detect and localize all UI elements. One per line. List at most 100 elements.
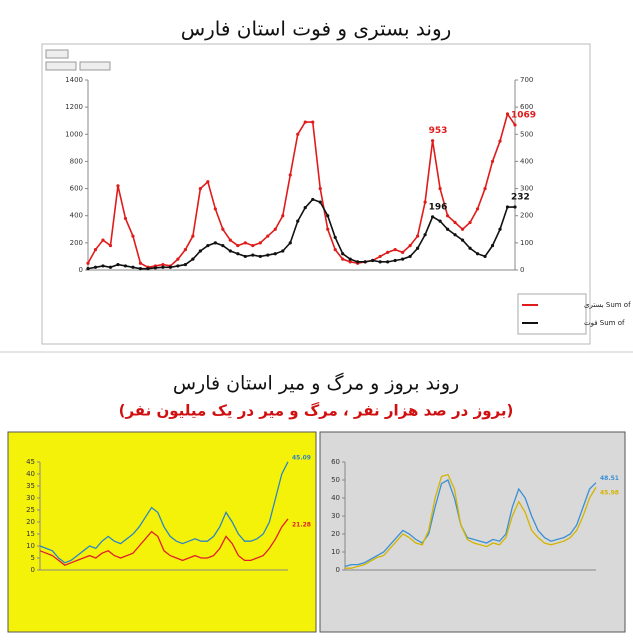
point [221, 243, 225, 248]
point [131, 234, 135, 238]
point [288, 173, 292, 177]
point [228, 249, 232, 253]
point [243, 241, 247, 245]
y2-tick-label: 700 [520, 76, 533, 84]
y-tick-label: 10 [26, 542, 35, 550]
point [138, 267, 143, 271]
point [326, 214, 330, 218]
y-tick-label: 200 [70, 239, 83, 247]
y-tick-label: 25 [26, 506, 35, 514]
y-tick-label: 10 [331, 548, 340, 556]
point [281, 249, 285, 253]
point [93, 265, 98, 269]
point [393, 248, 397, 252]
point [483, 186, 487, 191]
point [123, 216, 128, 221]
point [341, 257, 345, 261]
point [378, 254, 382, 259]
y-tick-label: 40 [26, 470, 35, 478]
y-tick-label: 20 [331, 530, 340, 538]
y-tick-label: 600 [70, 185, 83, 193]
point [318, 186, 322, 191]
point [505, 205, 510, 209]
point [273, 252, 277, 256]
series-line [39, 461, 289, 564]
y-tick-label: 50 [331, 476, 340, 484]
point [408, 243, 412, 248]
point [213, 207, 217, 211]
point [401, 250, 405, 254]
y2-tick-label: 600 [520, 103, 533, 111]
point [498, 227, 502, 231]
filter-button [79, 61, 111, 71]
point [475, 252, 480, 256]
point [348, 257, 352, 261]
data-label: 196 [429, 202, 448, 212]
filter-button [45, 49, 69, 59]
point [460, 227, 465, 231]
point [221, 227, 225, 231]
point [460, 238, 465, 242]
point [333, 248, 337, 252]
data-label: 45.09 [292, 454, 311, 461]
y2-tick-label: 200 [520, 212, 533, 220]
point [206, 180, 210, 184]
point [281, 214, 285, 218]
point [266, 234, 270, 238]
y2-tick-label: 500 [520, 130, 533, 138]
panel [7, 431, 317, 633]
point [378, 260, 382, 264]
point [326, 227, 330, 231]
point [176, 264, 180, 268]
chart-frame [41, 43, 591, 345]
point [86, 267, 90, 271]
point [123, 264, 128, 268]
data-label: 1069 [511, 110, 536, 120]
point [206, 243, 210, 248]
point [386, 260, 390, 264]
point [251, 243, 255, 248]
data-label: 232 [511, 193, 530, 203]
point [438, 186, 442, 191]
point [101, 264, 105, 268]
point [318, 200, 322, 204]
point [430, 139, 435, 143]
point [191, 257, 195, 261]
point [273, 227, 277, 231]
point [258, 254, 262, 259]
y-tick-label: 15 [26, 530, 35, 538]
point [341, 252, 345, 256]
point [93, 248, 98, 252]
point [138, 261, 143, 265]
point [191, 234, 195, 238]
point [251, 253, 255, 257]
point [371, 258, 375, 263]
point [430, 215, 435, 219]
point [228, 238, 232, 242]
point [513, 205, 517, 209]
point [416, 246, 420, 250]
point [116, 184, 120, 188]
legend-label: Sum of فوت [584, 319, 625, 327]
data-label: 21.28 [292, 521, 311, 528]
point [401, 257, 405, 261]
panel [319, 431, 626, 633]
y-tick-label: 1000 [65, 130, 83, 138]
point [213, 241, 217, 245]
point [303, 205, 307, 210]
point [445, 214, 450, 218]
point [198, 249, 202, 253]
point [131, 265, 135, 269]
point [296, 219, 300, 223]
point [311, 197, 315, 202]
y-tick-label: 35 [26, 482, 35, 490]
point [333, 235, 337, 240]
section-title: روند بروز و مرگ و میر استان فارس [173, 373, 459, 395]
y2-tick-label: 0 [520, 266, 524, 274]
y-tick-label: 0 [79, 266, 83, 274]
y-tick-label: 30 [331, 512, 340, 520]
point [408, 254, 412, 259]
y-tick-label: 800 [70, 157, 83, 165]
point [483, 254, 487, 259]
y-tick-label: 20 [26, 518, 35, 526]
